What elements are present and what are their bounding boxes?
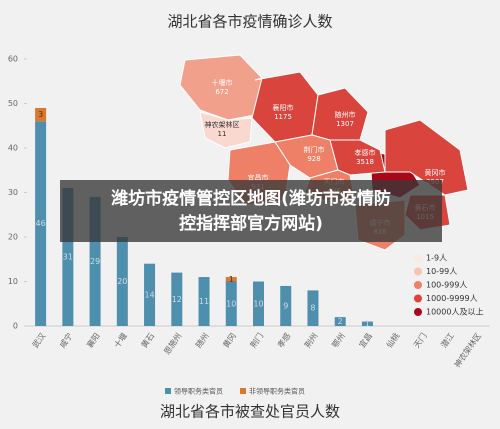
x-tick-label: 咸宁: [57, 331, 74, 350]
bar: [171, 272, 183, 326]
data-label: 31: [63, 253, 73, 262]
map-legend-marker: [414, 267, 422, 276]
data-label: 9: [283, 301, 288, 310]
data-label: 1: [229, 275, 234, 284]
region-name: 荆门市: [304, 145, 325, 154]
bar: [35, 107, 47, 122]
x-tick-label: 黄石: [139, 331, 156, 350]
map-legend-marker: [414, 308, 422, 316]
region-value: 1307: [336, 120, 354, 128]
bar: [116, 237, 128, 326]
bar: [144, 263, 156, 326]
bar: [89, 196, 101, 326]
region-name: 十堰市: [212, 78, 233, 87]
region-value: 11: [218, 130, 227, 138]
map-legend-marker: [414, 254, 422, 262]
x-tick-label: 荆门: [248, 331, 265, 350]
bar: [225, 281, 237, 326]
region-name: 随州市: [335, 110, 356, 119]
y-tick-label: 0: [13, 322, 18, 331]
bar: [253, 281, 264, 326]
data-label: 12: [172, 295, 182, 304]
x-tick-label: 襄阳: [84, 331, 101, 350]
bar: [361, 321, 373, 326]
data-label: 3: [38, 110, 43, 119]
chart-title: 湖北省各市被查处官员人数: [160, 403, 340, 421]
map-legend-label: 1000-9999人: [426, 294, 478, 303]
data-label: 2: [338, 317, 343, 326]
region-value: 672: [215, 88, 228, 96]
x-tick-label: 黄冈: [221, 331, 238, 350]
y-tick-label: 10: [8, 277, 18, 286]
bar: [225, 277, 237, 282]
bar: [35, 121, 47, 326]
legend-label: 领导职务类官员: [174, 387, 223, 396]
map-legend-label: 1-9人: [426, 254, 447, 263]
data-label: 14: [144, 290, 154, 299]
bar: [307, 290, 319, 326]
map-legend-marker: [414, 281, 422, 289]
x-tick-label: 武汉: [30, 331, 47, 350]
x-tick-label: 随州: [193, 331, 210, 350]
region-value: 3518: [356, 158, 374, 166]
x-tick-label: 天门: [411, 331, 428, 350]
map-legend-label: 100-999人: [426, 281, 467, 290]
map-region: [384, 119, 469, 196]
map-region: [199, 111, 253, 149]
data-label: 11: [199, 297, 209, 306]
region-name: 襄阳市: [273, 103, 294, 112]
data-label: 46: [36, 219, 46, 228]
data-label: 20: [117, 277, 127, 286]
x-tick-label: 仙桃: [384, 331, 401, 350]
bar: [280, 285, 292, 326]
bar: [198, 277, 210, 326]
y-tick-label: 50: [8, 99, 18, 108]
data-label: 8: [310, 304, 315, 313]
map-region: [179, 54, 263, 121]
map-title: 湖北省各市疫情确诊人数: [167, 13, 332, 31]
y-tick-label: 30: [8, 188, 18, 197]
bar: [62, 188, 74, 326]
x-tick-label: 鄂州: [330, 331, 347, 349]
map-legend-marker: [414, 294, 422, 303]
y-tick-label: 20: [8, 233, 18, 242]
region-name: 神农架林区: [205, 120, 240, 129]
x-tick-label: 潜江: [438, 331, 455, 350]
x-tick-label: 孝感: [275, 331, 292, 350]
data-label: 29: [90, 257, 100, 266]
y-tick-label: 40: [8, 144, 18, 153]
data-label: 1: [365, 319, 370, 328]
x-tick-label: 恩施州: [162, 331, 184, 356]
banner-text: 控指挥部官方网站): [179, 213, 323, 234]
bar: [334, 317, 346, 326]
banner-bg: [60, 180, 442, 242]
x-tick-label: 荆州: [302, 331, 319, 350]
legend-label: 非领导职务类官员: [249, 387, 305, 396]
data-label: 10: [253, 299, 263, 308]
region-name: 孝感市: [355, 148, 376, 157]
map-legend-label: 10000人及以上: [426, 308, 483, 317]
region-value: 928: [307, 155, 320, 163]
map-legend-label: 10-99人: [426, 267, 457, 276]
legend-marker: [165, 388, 171, 394]
region-value: 1175: [274, 113, 292, 121]
legend-marker: [240, 388, 246, 394]
y-tick-label: 60: [8, 55, 18, 64]
x-tick-label: 宜昌: [357, 331, 374, 350]
x-tick-label: 神农架林区: [452, 331, 483, 370]
region-name: 宜昌市: [248, 173, 269, 182]
x-tick-label: 十堰: [112, 331, 129, 350]
region-name: 黄冈市: [425, 168, 446, 177]
banner-text: 潍坊市疫情管控区地图(潍坊市疫情防: [111, 188, 391, 209]
data-label: 10: [226, 299, 236, 308]
banner: 潍坊市疫情管控区地图(潍坊市疫情防 控指挥部官方网站): [60, 180, 442, 242]
